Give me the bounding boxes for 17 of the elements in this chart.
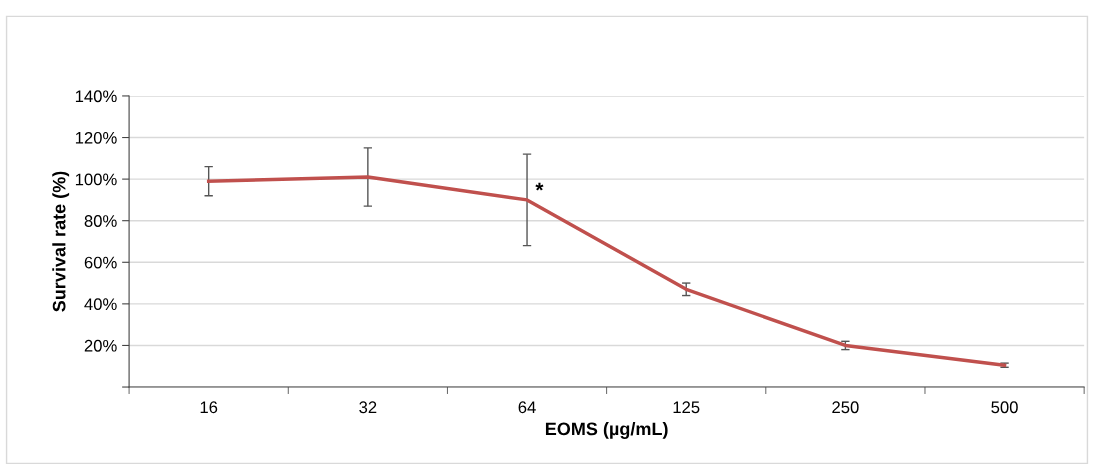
y-tick-label: 80% [84, 215, 117, 227]
y-tick-label: 100% [75, 173, 117, 186]
y-tick-label: 40% [84, 298, 117, 311]
y-tick-label: 120% [75, 131, 117, 144]
line-series [206, 175, 1007, 367]
x-tick-label: 125 [673, 401, 700, 414]
x-axis-title: EOMS (µg/mL) [545, 422, 668, 439]
y-axis-title: Survival rate (%) [52, 171, 70, 312]
y-tick-label: 20% [84, 339, 117, 352]
x-tick-label: 500 [991, 401, 1018, 414]
annotation: * [535, 182, 544, 191]
y-tick-label: 140% [75, 90, 117, 103]
x-tick-label: 32 [359, 401, 377, 414]
x-tick-label: 250 [832, 401, 859, 414]
x-tick-label: 64 [518, 401, 536, 414]
y-tick-label: 60% [84, 256, 117, 269]
x-tick-label: 16 [200, 401, 218, 414]
